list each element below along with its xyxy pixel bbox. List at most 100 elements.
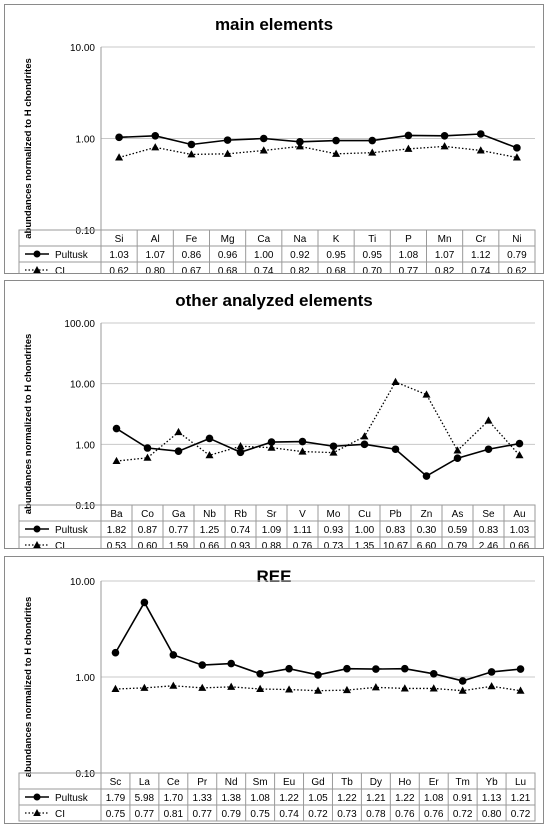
data-point-pultusk [516, 665, 525, 673]
data-table-frame [18, 229, 536, 273]
data-point-ci [453, 446, 462, 454]
chart-other-elements: 0.10 1.00 10.00 100.00 abundances normalized… [18, 319, 536, 548]
x-tick-label: Rb [234, 509, 247, 520]
data-label-ci: 0.62 [109, 266, 129, 273]
y-tick-label: 10.00 [70, 380, 95, 391]
legend-label-ci: CI [55, 809, 65, 820]
data-point-pultusk [205, 434, 214, 443]
legend-marker-ci [33, 541, 41, 548]
data-label-ci: 1.59 [169, 541, 189, 548]
x-tick-label: La [139, 777, 151, 788]
data-point-ci [314, 686, 322, 694]
data-label-pultusk: 5.98 [135, 793, 155, 804]
x-tick-label: Pr [197, 777, 208, 788]
data-label-pultusk: 0.79 [507, 250, 527, 261]
data-point-ci [487, 682, 496, 690]
x-tick-label: As [452, 509, 464, 520]
data-label-ci: 0.75 [250, 809, 270, 820]
data-label-ci: 0.73 [337, 809, 357, 820]
chart-panel-main-elements: main elements 0.10 1.00 10.00 abundances no… [4, 4, 544, 274]
data-point-pultusk [360, 440, 369, 449]
series-line-pultusk [116, 427, 520, 478]
data-point-pultusk [111, 648, 120, 657]
data-label-ci: 0.74 [471, 266, 491, 273]
data-label-ci: 0.66 [200, 541, 220, 548]
x-tick-label: Pb [389, 509, 402, 520]
data-point-pultusk [314, 671, 322, 679]
x-tick-label: Tb [341, 777, 353, 788]
data-label-pultusk: 1.08 [399, 250, 419, 261]
data-point-pultusk [143, 444, 152, 452]
data-label-ci: 0.73 [324, 541, 344, 548]
data-label-pultusk: 1.21 [366, 793, 386, 804]
data-point-pultusk [487, 668, 496, 676]
data-label-pultusk: 0.91 [453, 793, 473, 804]
data-label-ci: 0.67 [182, 266, 202, 273]
data-point-pultusk [256, 669, 264, 678]
data-point-ci [400, 684, 409, 692]
data-point-pultusk [298, 437, 307, 446]
data-label-ci: 0.77 [399, 266, 419, 273]
data-point-ci [458, 686, 467, 694]
data-label-pultusk: 1.38 [221, 793, 241, 804]
x-tick-label: Cr [475, 234, 486, 245]
y-tick-label: 1.00 [76, 440, 96, 451]
data-label-ci: 0.72 [511, 809, 531, 820]
data-label-pultusk: 0.95 [326, 250, 346, 261]
data-label-ci: 1.35 [355, 541, 375, 548]
data-point-pultusk [169, 651, 178, 659]
data-point-pultusk [343, 664, 351, 673]
x-tick-label: Ti [368, 234, 376, 245]
data-point-pultusk [115, 133, 123, 142]
data-label-ci: 0.72 [308, 809, 328, 820]
data-point-ci [227, 682, 236, 690]
data-point-pultusk [285, 664, 293, 673]
data-point-pultusk [296, 138, 304, 146]
x-tick-label: Mg [221, 234, 235, 245]
data-point-ci [111, 684, 120, 692]
data-point-pultusk [404, 131, 413, 140]
series-line-ci [116, 381, 520, 462]
x-tick-label: Al [151, 234, 160, 245]
data-point-ci [429, 684, 438, 692]
data-label-pultusk: 1.70 [164, 793, 184, 804]
data-point-ci [187, 150, 196, 158]
x-tick-label: Zn [421, 509, 433, 520]
data-point-ci [143, 453, 152, 461]
data-label-pultusk: 1.13 [482, 793, 502, 804]
data-label-pultusk: 1.82 [107, 525, 127, 536]
data-label-ci: 0.74 [254, 266, 274, 273]
x-tick-label: Tm [455, 777, 469, 788]
data-point-pultusk [151, 132, 160, 140]
x-tick-label: Ca [257, 234, 270, 245]
data-point-ci [140, 683, 149, 691]
data-point-pultusk [440, 132, 449, 140]
chart-panel-other-elements: other analyzed elements 0.10 1.00 10.00 100… [4, 280, 544, 549]
data-point-ci [169, 681, 178, 689]
chart-title: main elements [214, 15, 334, 34]
data-label-ci: 0.82 [435, 266, 455, 273]
x-tick-label: Fe [186, 234, 198, 245]
x-tick-label: Na [294, 234, 307, 245]
x-tick-label: Sc [110, 777, 122, 788]
legend-marker-ci [33, 266, 41, 273]
data-point-ci [360, 432, 369, 440]
legend-label-ci: CI [55, 541, 65, 548]
data-label-ci: 0.53 [107, 541, 127, 548]
data-point-ci [484, 416, 493, 424]
data-label-ci: 0.88 [262, 541, 282, 548]
data-label-pultusk: 1.25 [200, 525, 220, 536]
chart-panel-ree: REE 0.10 1.00 10.00 abundances normalized t… [4, 556, 544, 824]
x-tick-label: Yb [485, 777, 498, 788]
x-tick-label: Sm [253, 777, 268, 788]
data-point-ci [298, 447, 307, 455]
x-tick-label: Cu [358, 509, 371, 520]
data-point-ci [371, 683, 380, 691]
data-label-pultusk: 0.96 [218, 250, 238, 261]
data-point-pultusk [476, 130, 485, 138]
y-tick-label: 1.00 [76, 673, 96, 684]
data-point-pultusk [174, 447, 183, 456]
x-tick-label: Au [513, 509, 525, 520]
data-point-ci [151, 143, 160, 151]
legend-label-ci: CI [55, 266, 65, 273]
